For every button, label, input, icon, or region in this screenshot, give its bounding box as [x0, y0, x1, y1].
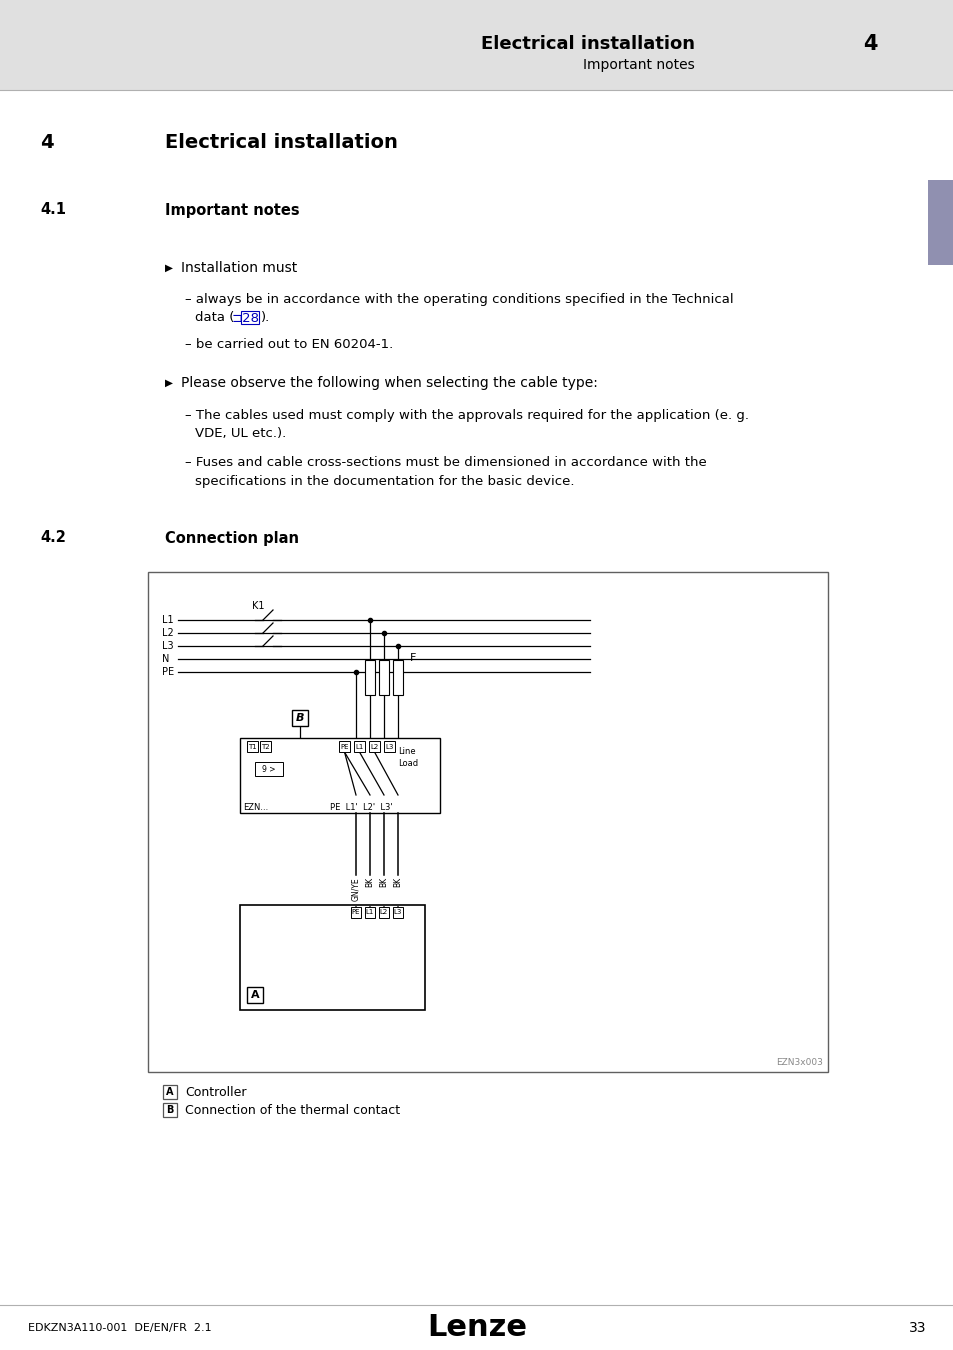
Text: Load: Load — [397, 759, 417, 768]
Bar — [378, 660, 389, 695]
Text: Electrical installation: Electrical installation — [480, 35, 695, 53]
Text: GN/YE: GN/YE — [351, 878, 360, 900]
Text: Installation must: Installation must — [181, 261, 297, 275]
Bar — [927, 180, 953, 265]
Text: Controller: Controller — [185, 1085, 246, 1099]
Bar — [393, 660, 402, 695]
Text: – The cables used must comply with the approvals required for the application (e: – The cables used must comply with the a… — [185, 409, 748, 421]
Text: N: N — [162, 653, 170, 664]
Bar — [365, 907, 375, 918]
Text: PE: PE — [340, 744, 349, 751]
Text: 33: 33 — [908, 1322, 925, 1335]
Text: L1: L1 — [365, 910, 374, 915]
Bar — [378, 907, 389, 918]
Text: L1: L1 — [355, 744, 363, 751]
Bar — [163, 1085, 177, 1099]
Text: B: B — [166, 1106, 173, 1115]
Bar — [240, 738, 439, 813]
Text: L3: L3 — [162, 641, 173, 651]
Bar — [0, 0, 953, 90]
Text: F: F — [410, 653, 416, 663]
Bar — [254, 761, 283, 776]
Text: L3: L3 — [385, 744, 394, 751]
Bar — [292, 710, 308, 726]
Text: – always be in accordance with the operating conditions specified in the Technic: – always be in accordance with the opera… — [185, 293, 733, 306]
Text: L2: L2 — [379, 910, 388, 915]
Text: L3: L3 — [394, 910, 402, 915]
Text: 4: 4 — [40, 134, 53, 153]
Bar — [260, 741, 271, 752]
Bar — [240, 904, 424, 1010]
Text: data (: data ( — [194, 312, 234, 324]
Text: L1: L1 — [162, 616, 173, 625]
Text: BK: BK — [379, 878, 388, 887]
Text: T2: T2 — [261, 744, 270, 751]
Bar — [163, 1103, 177, 1116]
Text: Please observe the following when selecting the cable type:: Please observe the following when select… — [181, 377, 598, 390]
Bar — [247, 987, 263, 1003]
Bar — [247, 741, 257, 752]
Text: PE  L1'  L2'  L3': PE L1' L2' L3' — [330, 803, 393, 813]
Text: EZN3x003: EZN3x003 — [776, 1058, 822, 1066]
Text: Important notes: Important notes — [165, 202, 299, 217]
Text: Electrical installation: Electrical installation — [165, 134, 397, 153]
Text: 4: 4 — [862, 34, 877, 54]
Text: K1: K1 — [252, 601, 264, 612]
Text: A: A — [166, 1087, 173, 1098]
Bar — [365, 660, 375, 695]
Text: – Fuses and cable cross-sections must be dimensioned in accordance with the: – Fuses and cable cross-sections must be… — [185, 456, 706, 470]
Bar — [393, 907, 402, 918]
Text: PE: PE — [162, 667, 174, 676]
Text: ▶: ▶ — [165, 378, 172, 387]
Text: Lenze: Lenze — [427, 1314, 526, 1342]
Text: Line: Line — [397, 747, 416, 756]
Text: BK: BK — [365, 878, 375, 887]
Text: EDKZN3A110-001  DE/EN/FR  2.1: EDKZN3A110-001 DE/EN/FR 2.1 — [28, 1323, 212, 1332]
Bar — [354, 741, 365, 752]
Text: 9 >: 9 > — [262, 764, 275, 774]
Text: Connection plan: Connection plan — [165, 531, 298, 545]
Text: ⊐28: ⊐28 — [232, 312, 260, 324]
Text: – be carried out to EN 60204-1.: – be carried out to EN 60204-1. — [185, 338, 393, 351]
Text: A: A — [251, 990, 259, 1000]
Bar — [148, 572, 827, 1072]
Text: 4.2: 4.2 — [40, 531, 66, 545]
Text: 4.1: 4.1 — [40, 202, 66, 217]
Text: BK: BK — [393, 878, 402, 887]
Text: EZN...: EZN... — [243, 803, 268, 813]
Bar — [369, 741, 379, 752]
Text: B: B — [295, 713, 304, 724]
Text: VDE, UL etc.).: VDE, UL etc.). — [194, 427, 286, 440]
Bar — [351, 907, 360, 918]
Text: Important notes: Important notes — [582, 58, 695, 72]
Text: T1: T1 — [248, 744, 256, 751]
Bar — [384, 741, 395, 752]
Bar — [338, 741, 350, 752]
Text: PE: PE — [352, 910, 360, 915]
Text: L2: L2 — [162, 628, 173, 639]
Text: ▶: ▶ — [165, 263, 172, 273]
Text: specifications in the documentation for the basic device.: specifications in the documentation for … — [194, 474, 574, 487]
Bar — [241, 310, 258, 324]
Text: Connection of the thermal contact: Connection of the thermal contact — [185, 1103, 399, 1116]
Text: ).: ). — [261, 312, 270, 324]
Text: L2: L2 — [370, 744, 378, 751]
